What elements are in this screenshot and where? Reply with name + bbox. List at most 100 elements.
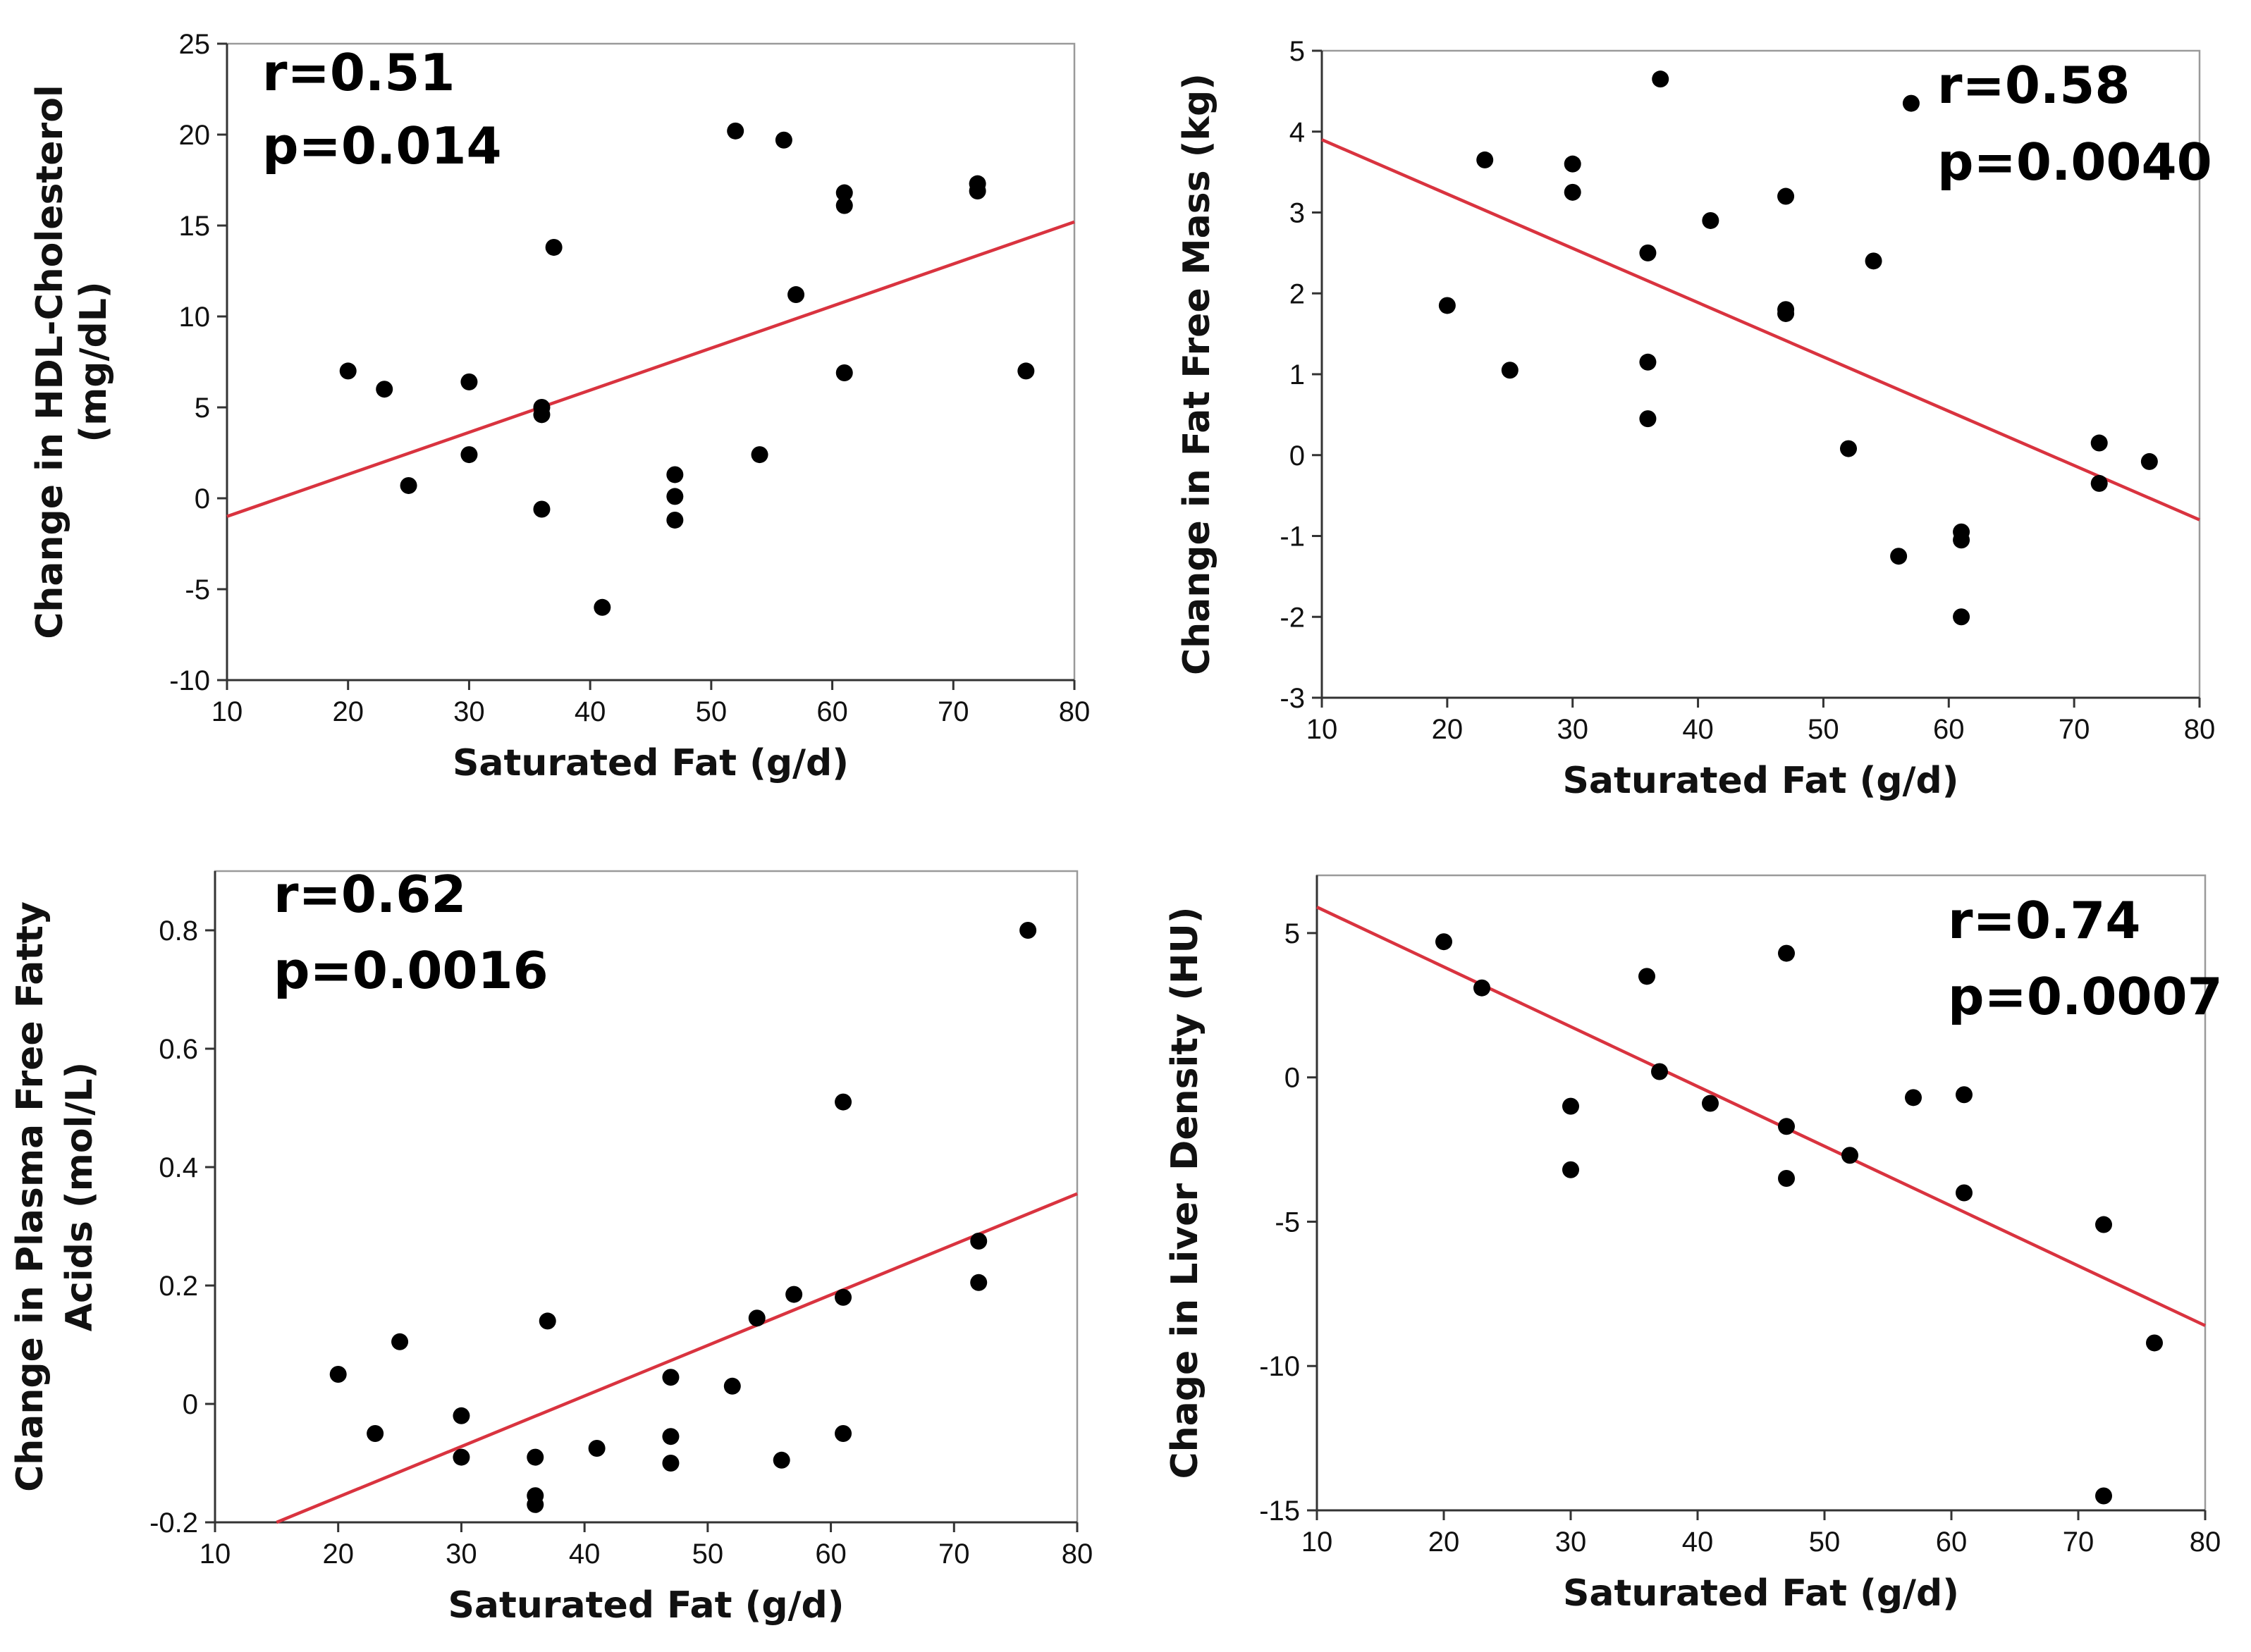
data-point: [1777, 304, 1795, 322]
data-point: [785, 1286, 803, 1303]
x-tick-label: 60: [815, 1539, 847, 1570]
y-axis-label: Change in HDL-Cholesterol: [29, 85, 71, 639]
x-axis-label: Saturated Fat (g/d): [1563, 1572, 1959, 1615]
data-point: [533, 500, 551, 518]
y-tick-label: -15: [1259, 1496, 1300, 1527]
x-tick-label: 20: [1432, 714, 1464, 745]
chart-panel-1: 10 20 30 40 50 60 70 80 -10 -5 0 5 10 15 20 25 Saturated…: [29, 29, 1090, 784]
data-point: [329, 1366, 347, 1383]
x-tick-label: 70: [2059, 714, 2090, 745]
x-axis-label: Saturated Fat (g/d): [448, 1584, 844, 1627]
x-tick-label: 40: [1682, 714, 1714, 745]
p-value-label: p=0.0016: [274, 941, 548, 1000]
data-point: [1956, 1086, 1973, 1104]
data-point: [1639, 244, 1657, 261]
data-point: [1564, 155, 1581, 173]
y-tick-label: 1: [1289, 359, 1305, 390]
data-point: [1702, 1095, 1719, 1112]
regression-line: [276, 1192, 1078, 1524]
x-axis-label: Saturated Fat (g/d): [1562, 760, 1958, 802]
x-tick-label: 70: [2063, 1527, 2094, 1558]
data-point: [2095, 1487, 2112, 1505]
y-tick-label: -1: [1280, 522, 1305, 553]
x-tick-label: 30: [453, 696, 485, 727]
data-point: [835, 1288, 852, 1306]
x-tick-label: 50: [692, 1539, 724, 1570]
y-tick-label: -10: [169, 665, 210, 696]
correlation-r-label: r=0.62: [274, 865, 466, 924]
data-point: [751, 446, 768, 464]
data-point: [2090, 434, 2108, 452]
data-point: [400, 476, 417, 494]
x-tick-label: 10: [1306, 714, 1338, 745]
y-tick-label: 0.2: [159, 1271, 198, 1302]
data-point: [1841, 1147, 1858, 1164]
y-tick-label: 0: [1289, 440, 1305, 471]
data-point: [666, 466, 684, 483]
y-tick-label: 15: [179, 211, 211, 242]
correlation-r-label: r=0.74: [1948, 891, 2140, 950]
x-tick-label: 60: [1936, 1527, 1968, 1558]
data-point: [527, 1448, 544, 1466]
data-point: [1435, 933, 1452, 951]
data-point: [1562, 1097, 1579, 1115]
x-tick-label: 20: [322, 1539, 354, 1570]
data-point: [453, 1407, 470, 1424]
data-point: [1777, 187, 1795, 205]
y-tick-label: -3: [1280, 683, 1305, 714]
x-tick-label: 70: [938, 696, 969, 727]
data-point: [1438, 297, 1456, 314]
data-point: [1778, 1170, 1795, 1188]
y-tick-label: 0.8: [159, 916, 198, 947]
x-tick-label: 50: [1808, 714, 1839, 745]
chart-panel-4: 10 20 30 40 50 60 70 80 -15 -10 -5 0 5 Saturated Fat …: [1164, 874, 2223, 1615]
chart-panel-2: 10 20 30 40 50 60 70 80 -3 -2 -1 0 1 2 3 4 5 Saturated Fa…: [1176, 36, 2215, 802]
p-value-label: p=0.014: [262, 116, 502, 175]
data-point: [545, 238, 563, 256]
data-point: [1017, 362, 1035, 380]
data-point: [1953, 608, 1970, 626]
x-tick-label: 10: [211, 696, 243, 727]
y-tick-label: 10: [179, 302, 211, 333]
y-tick-label: -0.2: [149, 1508, 198, 1539]
y-tick-label: 0: [1284, 1063, 1300, 1094]
data-point: [1953, 531, 1970, 549]
y-tick-label: 3: [1289, 198, 1305, 229]
data-point: [1476, 151, 1494, 168]
y-axis-label: Change in Plasma Free Fatty: [9, 901, 51, 1492]
data-point: [2095, 1216, 2112, 1233]
data-point: [723, 1377, 741, 1395]
y-tick-label: -5: [185, 574, 210, 605]
data-point: [1651, 1063, 1668, 1080]
x-tick-label: 80: [1062, 1539, 1093, 1570]
data-point: [460, 373, 478, 390]
data-point: [376, 381, 393, 398]
x-tick-label: 80: [2184, 714, 2216, 745]
x-tick-label: 20: [332, 696, 364, 727]
x-tick-label: 40: [575, 696, 606, 727]
x-tick-label: 40: [1682, 1527, 1714, 1558]
chart-panel-3: 10 20 30 40 50 60 70 80 -0.2 0 0.2 0.4 0.6 0.8 Saturat…: [9, 865, 1093, 1627]
x-tick-label: 30: [1555, 1527, 1587, 1558]
x-tick-label: 10: [200, 1539, 231, 1570]
y-tick-label: -2: [1280, 602, 1305, 633]
data-point: [527, 1496, 544, 1513]
p-value-label: p=0.0007: [1948, 967, 2223, 1026]
data-point: [367, 1425, 384, 1442]
x-tick-label: 80: [1059, 696, 1091, 727]
x-tick-label: 60: [1933, 714, 1965, 745]
data-point: [835, 197, 853, 214]
x-axis-label: Saturated Fat (g/d): [453, 742, 849, 784]
data-point: [1639, 410, 1657, 428]
y-tick-label: 0.4: [159, 1152, 198, 1183]
data-point: [835, 1093, 852, 1111]
x-tick-label: 40: [569, 1539, 601, 1570]
data-point: [339, 362, 357, 380]
x-tick-label: 20: [1428, 1527, 1460, 1558]
y-axis-label: Acids (mol/L): [59, 1062, 101, 1332]
data-point: [1956, 1184, 1973, 1202]
p-value-label: p=0.0040: [1937, 132, 2212, 192]
y-axis-label: (mg/dL): [73, 281, 115, 442]
regression-line: [1316, 906, 2206, 1327]
